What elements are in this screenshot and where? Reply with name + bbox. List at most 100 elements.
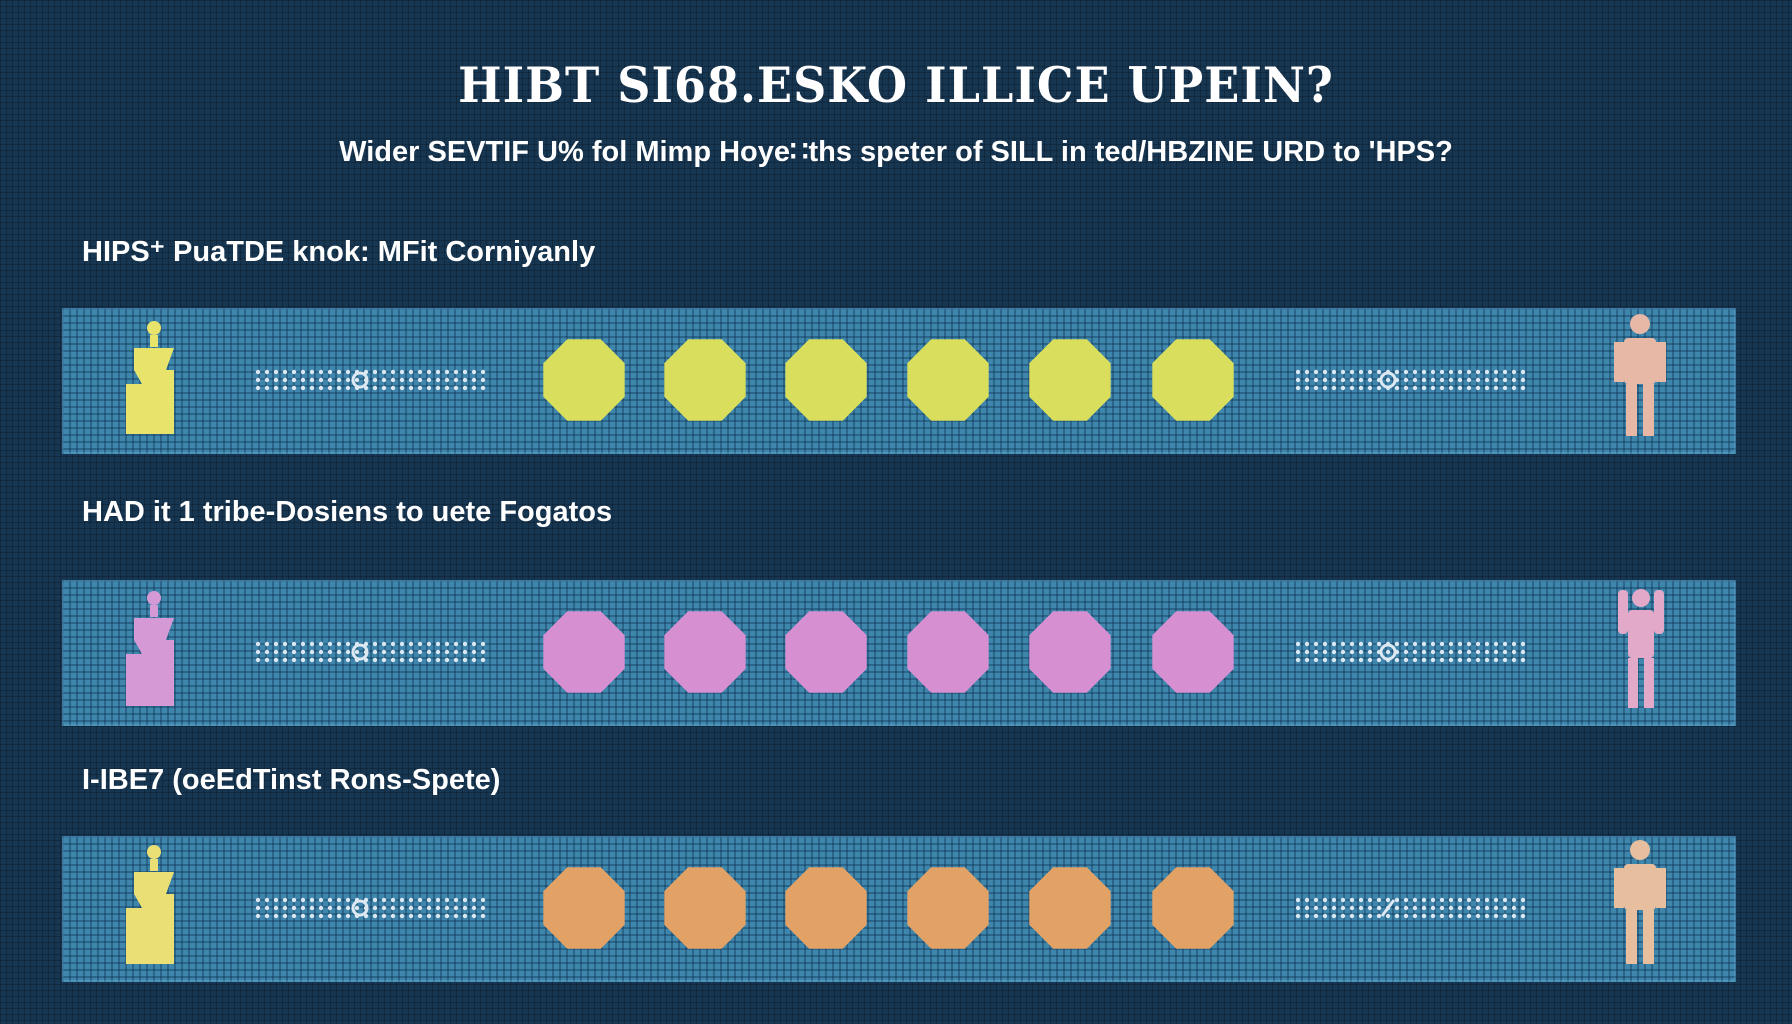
connector-dot bbox=[453, 657, 459, 663]
connector-dot bbox=[309, 897, 315, 903]
connector-dot bbox=[345, 913, 351, 919]
connector-dot bbox=[1430, 905, 1436, 911]
connector-dot bbox=[336, 369, 342, 375]
connector-dot bbox=[255, 369, 261, 375]
connector-dot bbox=[480, 385, 486, 391]
connector-dot bbox=[300, 649, 306, 655]
connector-dot bbox=[1295, 369, 1301, 375]
connector-dot bbox=[1385, 913, 1391, 919]
connector-dot bbox=[1376, 641, 1382, 647]
connector-dot bbox=[426, 905, 432, 911]
connector-dot bbox=[264, 649, 270, 655]
connector-dot bbox=[399, 657, 405, 663]
connector-dot bbox=[1340, 385, 1346, 391]
connector-dot bbox=[372, 657, 378, 663]
connector-dot bbox=[1520, 657, 1526, 663]
connector-dot bbox=[1475, 913, 1481, 919]
connector-dot bbox=[381, 897, 387, 903]
connector-dot bbox=[255, 657, 261, 663]
connector-dot bbox=[336, 913, 342, 919]
connector-dot bbox=[426, 913, 432, 919]
connector-dot bbox=[381, 657, 387, 663]
connector-dot bbox=[399, 649, 405, 655]
connector-dot bbox=[372, 385, 378, 391]
connector-dot bbox=[327, 377, 333, 383]
connector-dot bbox=[282, 369, 288, 375]
connector-dot bbox=[1322, 913, 1328, 919]
connector-dot bbox=[282, 905, 288, 911]
connector-dot bbox=[462, 897, 468, 903]
connector-dot bbox=[300, 385, 306, 391]
connector-dot bbox=[1511, 377, 1517, 383]
connector-dot bbox=[426, 369, 432, 375]
connector-dot bbox=[1466, 649, 1472, 655]
right-dotted-connector bbox=[1295, 369, 1526, 391]
connector-dot bbox=[264, 369, 270, 375]
connector-dot bbox=[291, 649, 297, 655]
connector-dot bbox=[1475, 377, 1481, 383]
connector-dot bbox=[1439, 657, 1445, 663]
connector-dot bbox=[1493, 657, 1499, 663]
standing-person-icon bbox=[1614, 840, 1666, 964]
octagon-node-2 bbox=[664, 611, 746, 693]
connector-dot bbox=[318, 905, 324, 911]
connector-dot bbox=[1340, 913, 1346, 919]
connector-dot bbox=[1394, 657, 1400, 663]
octagon-node-2 bbox=[664, 867, 746, 949]
connector-dot bbox=[1421, 905, 1427, 911]
connector-dot bbox=[273, 377, 279, 383]
connector-dot bbox=[453, 897, 459, 903]
octagon-node-6 bbox=[1152, 339, 1234, 421]
connector-dot bbox=[1412, 913, 1418, 919]
connector-dot bbox=[1475, 641, 1481, 647]
connector-dot bbox=[1403, 377, 1409, 383]
connector-dot bbox=[1295, 657, 1301, 663]
left-connector-node-icon bbox=[351, 643, 369, 661]
connector-dot bbox=[309, 657, 315, 663]
row-3-label: I-IBE7 (oeEdTinst Rons-Spete) bbox=[82, 764, 501, 796]
connector-dot bbox=[1358, 385, 1364, 391]
connector-dot bbox=[300, 897, 306, 903]
connector-dot bbox=[282, 657, 288, 663]
connector-dot bbox=[309, 913, 315, 919]
connector-dot bbox=[1448, 905, 1454, 911]
connector-dot bbox=[390, 905, 396, 911]
connector-dot bbox=[1313, 657, 1319, 663]
connector-dot bbox=[390, 897, 396, 903]
connector-dot bbox=[327, 385, 333, 391]
connector-dot bbox=[1502, 913, 1508, 919]
connector-dot bbox=[1295, 385, 1301, 391]
connector-dot bbox=[444, 369, 450, 375]
connector-dot bbox=[1313, 913, 1319, 919]
connector-dot bbox=[1412, 377, 1418, 383]
connector-dot bbox=[399, 913, 405, 919]
connector-dot bbox=[1430, 649, 1436, 655]
connector-dot bbox=[1421, 377, 1427, 383]
connector-dot bbox=[291, 385, 297, 391]
left-connector-node-icon bbox=[351, 371, 369, 389]
connector-dot bbox=[264, 641, 270, 647]
connector-dot bbox=[1349, 905, 1355, 911]
connector-dot bbox=[336, 657, 342, 663]
connector-dot bbox=[255, 649, 261, 655]
connector-dot bbox=[300, 913, 306, 919]
connector-dot bbox=[1367, 649, 1373, 655]
connector-dot bbox=[390, 913, 396, 919]
connector-dot bbox=[453, 385, 459, 391]
connector-dot bbox=[1367, 913, 1373, 919]
connector-dot bbox=[1304, 905, 1310, 911]
connector-dot bbox=[372, 377, 378, 383]
connector-dot bbox=[1385, 377, 1391, 383]
connector-dot bbox=[1502, 385, 1508, 391]
connector-dot bbox=[435, 649, 441, 655]
connector-dot bbox=[381, 641, 387, 647]
connector-dot bbox=[408, 905, 414, 911]
connector-dot bbox=[1493, 369, 1499, 375]
connector-dot bbox=[426, 657, 432, 663]
connector-dot bbox=[1448, 649, 1454, 655]
connector-dot bbox=[1484, 641, 1490, 647]
connector-dot bbox=[444, 905, 450, 911]
connector-dot bbox=[345, 897, 351, 903]
connector-dot bbox=[471, 905, 477, 911]
connector-dot bbox=[1520, 905, 1526, 911]
